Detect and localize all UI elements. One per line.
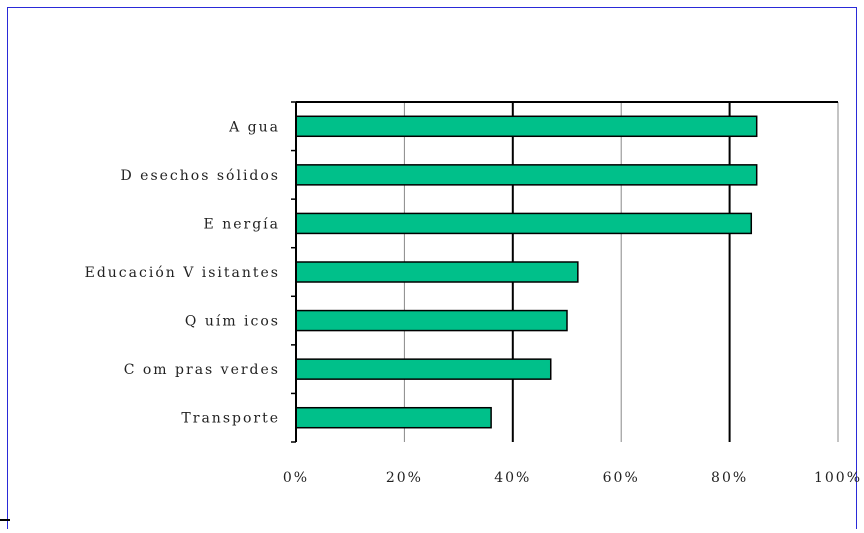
- axes: [291, 101, 838, 443]
- category-label: E nergía: [204, 216, 280, 232]
- x-tick-label: 100%: [814, 470, 862, 486]
- category-label: Educación V isitantes: [85, 265, 280, 281]
- bar: [295, 115, 758, 138]
- bars-group: [295, 115, 758, 429]
- chart-frame: [7, 7, 857, 529]
- category-label: D esechos sólidos: [121, 168, 281, 184]
- x-tick-label: 20%: [386, 470, 423, 486]
- x-tick-label: 0%: [283, 470, 309, 486]
- category-label: C om pras verdes: [124, 362, 280, 378]
- bar: [295, 309, 568, 332]
- category-label: Transporte: [181, 411, 280, 427]
- bar: [295, 406, 492, 429]
- bar: [295, 358, 552, 380]
- bar: [295, 212, 753, 235]
- bar: [295, 164, 758, 186]
- x-tick-label: 80%: [711, 470, 748, 486]
- bar: [295, 261, 579, 283]
- x-tick-labels: 0% 20% 40% 60% 80% 100%: [283, 470, 862, 486]
- corner-tick: [0, 519, 10, 521]
- category-labels: A gua D esechos sólidos E nergía Educación …: [85, 119, 281, 427]
- x-tick-label: 60%: [603, 470, 640, 486]
- gridlines: [403, 102, 839, 442]
- category-label: A gua: [228, 119, 280, 135]
- x-tick-label: 40%: [494, 470, 531, 486]
- category-label: Q uím icos: [185, 314, 280, 330]
